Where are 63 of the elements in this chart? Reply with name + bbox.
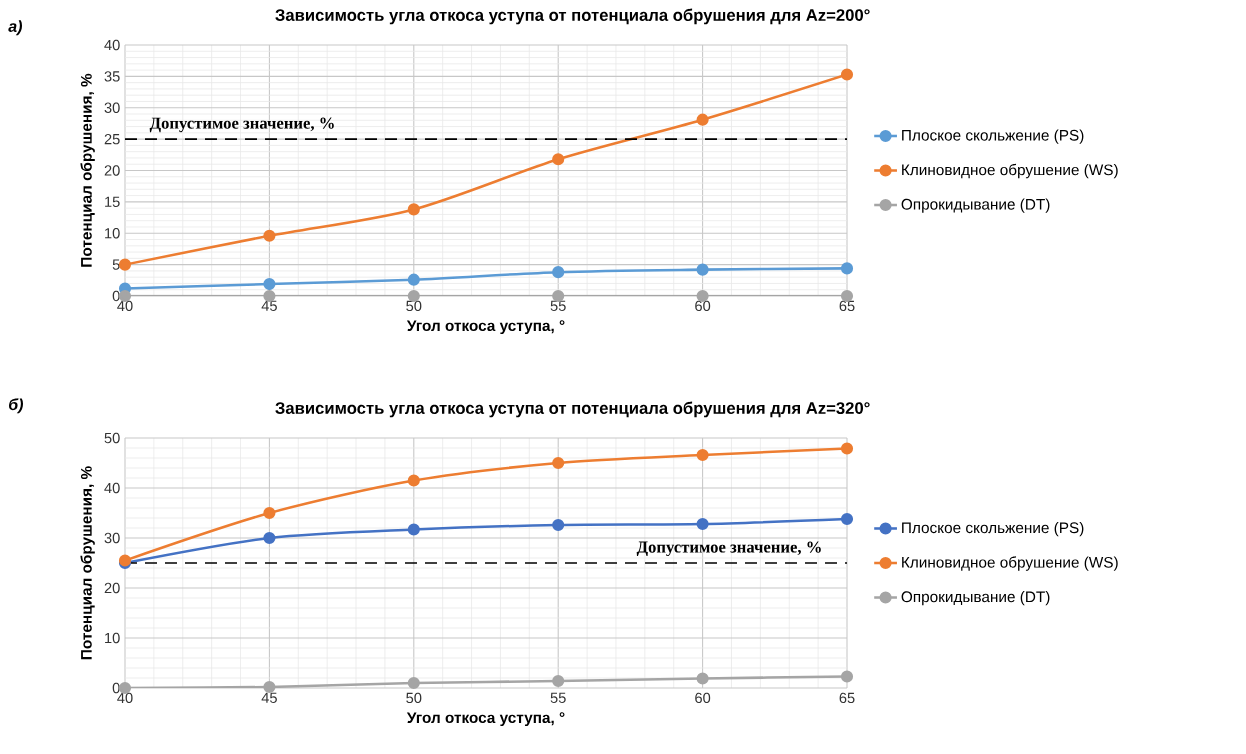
y-tick-label: 30 bbox=[104, 532, 120, 544]
point bbox=[552, 518, 565, 532]
point bbox=[840, 68, 854, 81]
point bbox=[407, 523, 420, 536]
y-tick-label: 40 bbox=[104, 39, 120, 51]
y-tick-label: 50 bbox=[104, 432, 120, 444]
x-axis-title: Угол откоса уступа, ° bbox=[406, 320, 565, 335]
point bbox=[696, 448, 709, 462]
point bbox=[552, 153, 565, 166]
x-tick-label: 55 bbox=[550, 692, 566, 703]
point bbox=[407, 203, 420, 216]
text: а) bbox=[8, 20, 23, 36]
x-tick-label: 45 bbox=[261, 300, 277, 311]
y-tick-label: 25 bbox=[104, 133, 120, 145]
y-tick-label: 15 bbox=[105, 196, 120, 207]
legend-label: Плоское скольжение (PS) bbox=[902, 129, 1084, 144]
point bbox=[840, 262, 854, 275]
x-tick-label: 50 bbox=[406, 300, 422, 312]
y-axis-title: Потенциал обрушения, % bbox=[80, 466, 95, 660]
point bbox=[263, 278, 276, 291]
point bbox=[552, 456, 565, 470]
point bbox=[840, 670, 854, 683]
point bbox=[840, 512, 854, 526]
y-tick-label: 35 bbox=[104, 71, 120, 82]
point bbox=[263, 229, 276, 242]
y-tick-label: 10 bbox=[105, 228, 120, 239]
y-tick-label: 5 bbox=[112, 259, 120, 270]
point bbox=[696, 517, 709, 531]
point bbox=[552, 674, 565, 688]
y-tick-label: 10 bbox=[105, 632, 120, 644]
x-axis-title: Угол откоса уступа, ° bbox=[406, 712, 565, 727]
ref-line-label: Допустимое значение, % bbox=[636, 541, 821, 557]
x-tick-label: 55 bbox=[550, 300, 566, 311]
x-tick-label: 65 bbox=[839, 300, 855, 312]
ref-line-label: Допустимое значение, % bbox=[149, 117, 334, 133]
x-tick-label: 60 bbox=[695, 300, 711, 312]
x-tick-label: 50 bbox=[406, 692, 422, 704]
y-tick-label: 20 bbox=[104, 582, 120, 594]
legend-label: Клиновидное обрушение (WS) bbox=[902, 163, 1118, 179]
legend-label: Клиновидное обрушение (WS) bbox=[902, 556, 1118, 571]
point bbox=[696, 263, 709, 276]
point bbox=[263, 531, 276, 545]
point bbox=[407, 474, 420, 487]
point bbox=[696, 113, 709, 126]
text: б) bbox=[9, 398, 24, 414]
y-axis-title: Потенциал обрушения, % bbox=[80, 73, 95, 267]
legend-label: Опрокидывание (DT) bbox=[901, 198, 1050, 213]
point bbox=[407, 273, 420, 286]
x-tick-label: 45 bbox=[261, 692, 277, 703]
y-tick-label: 40 bbox=[104, 482, 120, 494]
x-tick-label: 65 bbox=[839, 692, 855, 704]
point bbox=[696, 672, 709, 685]
chart-title: Зависимость угла откоса уступа от потенциала обрушения для Az=200° bbox=[275, 8, 870, 25]
chart-title: Зависимость угла откоса уступа от потенциала обрушения для Az=320° bbox=[275, 401, 870, 418]
x-tick-label: 60 bbox=[695, 692, 711, 704]
point bbox=[840, 442, 854, 455]
point bbox=[552, 266, 565, 279]
legend-label: Плоское скольжение (PS) bbox=[902, 521, 1084, 537]
y-tick-label: 30 bbox=[104, 102, 120, 113]
point bbox=[263, 506, 276, 520]
legend-label: Опрокидывание (DT) bbox=[901, 590, 1050, 606]
point bbox=[407, 676, 420, 690]
y-tick-label: 20 bbox=[104, 165, 120, 176]
